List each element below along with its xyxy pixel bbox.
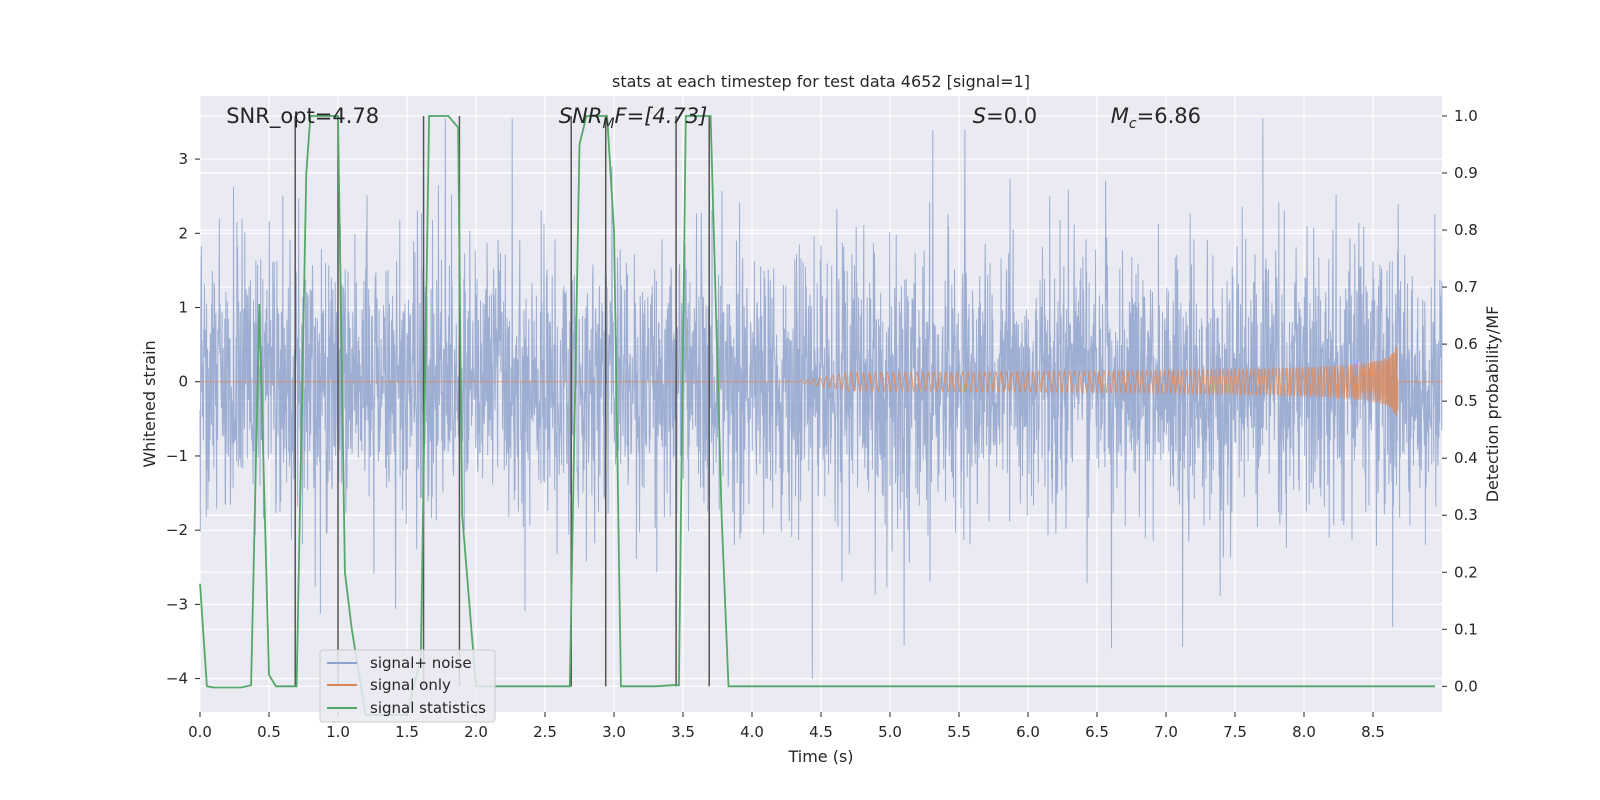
y-tick-label-left: 3 [178,150,188,168]
legend-label-signal-statistics: signal statistics [370,699,486,717]
legend: signal+ noise signal only signal statist… [319,649,496,723]
y-tick-label-left: −4 [166,670,188,688]
x-tick-label: 0.0 [188,723,212,741]
tick-labels: 0.0 0.5 1.0 1.5 2.0 2.5 3.0 3.5 4.0 4.5 5.0 5.5 6.0 6… [166,107,1478,741]
x-tick-label: 1.5 [395,723,419,741]
x-tick-label: 4.5 [809,723,833,741]
x-tick-label: 6.5 [1085,723,1109,741]
y-tick-label-right: 0.5 [1454,392,1478,410]
annotation-text: SNRMF=[4.73] [559,104,708,132]
annotation-text: Mc=6.86 [1111,104,1201,132]
y-tick-label-right: 0.9 [1454,164,1478,182]
signal-only-series [200,346,1442,416]
signal-only-line [200,346,1442,416]
x-axis-label: Time (s) [787,747,853,766]
x-tick-label: 0.5 [257,723,281,741]
y-tick-label-left: −3 [166,595,188,613]
signal-noise-line [199,118,1443,679]
y-tick-label-left: 1 [178,299,188,317]
y-axis-label-right: Detection probability/MF [1483,306,1502,503]
x-tick-label: 8.0 [1292,723,1316,741]
y-tick-label-right: 1.0 [1454,107,1478,125]
y-tick-label-left: −1 [166,447,188,465]
x-tick-label: 7.5 [1223,723,1247,741]
annotations: SNR_opt=4.78 SNRMF=[4.73] S=0.0 Mc=6.86 [226,104,1201,132]
x-tick-label: 4.0 [740,723,764,741]
y-tick-label-right: 0.6 [1454,335,1478,353]
y-tick-label-right: 0.8 [1454,221,1478,239]
x-tick-label: 5.5 [947,723,971,741]
y-tick-label-left: 0 [178,373,188,391]
y-tick-label-right: 0.4 [1454,449,1478,467]
x-tick-label: 6.0 [1016,723,1040,741]
x-tick-label: 2.0 [464,723,488,741]
annotation-text: S=0.0 [973,104,1037,128]
chart-title: stats at each timestep for test data 465… [612,72,1030,91]
x-tick-label: 1.0 [326,723,350,741]
x-tick-label: 8.5 [1361,723,1385,741]
y-tick-label-right: 0.3 [1454,506,1478,524]
y-tick-label-left: 2 [178,224,188,242]
x-tick-label: 3.5 [671,723,695,741]
y-axis-label-left: Whitened strain [140,340,159,467]
x-tick-label: 3.0 [602,723,626,741]
x-tick-label: 7.0 [1154,723,1178,741]
y-tick-label-right: 0.0 [1454,677,1478,695]
annotation-text: SNR_opt=4.78 [226,104,379,129]
legend-label-signal-noise: signal+ noise [370,654,472,672]
x-tick-label: 2.5 [533,723,557,741]
y-tick-label-left: −2 [166,521,188,539]
signal-noise-series [199,118,1443,679]
y-tick-label-right: 0.1 [1454,620,1478,638]
legend-box [319,649,496,723]
y-tick-label-right: 0.7 [1454,278,1478,296]
legend-label-signal-only: signal only [370,676,451,694]
y-tick-label-right: 0.2 [1454,563,1478,581]
x-tick-label: 5.0 [878,723,902,741]
